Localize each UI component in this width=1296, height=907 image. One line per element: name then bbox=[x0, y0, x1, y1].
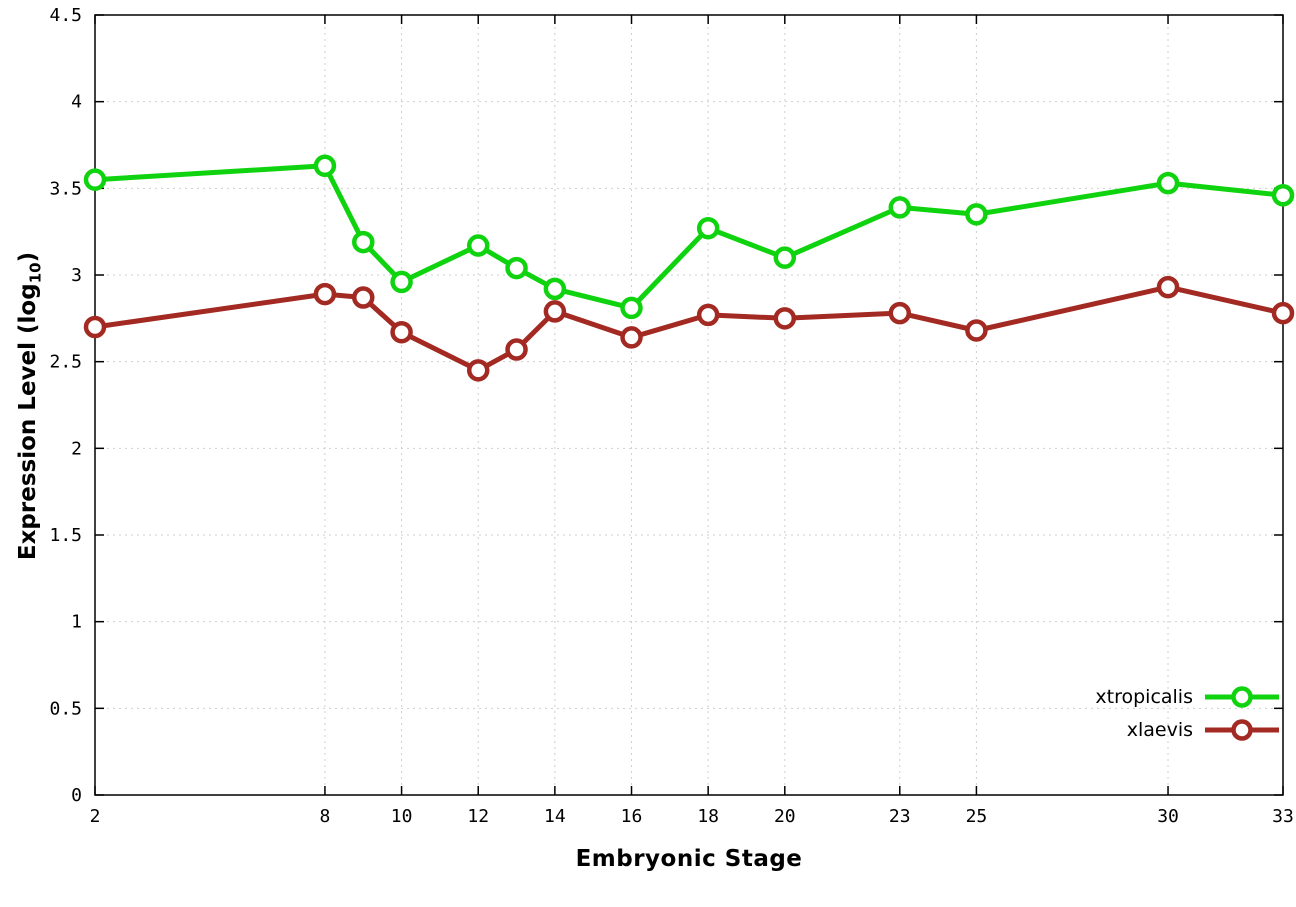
svg-text:4.5: 4.5 bbox=[49, 5, 82, 26]
legend-label-xtropicalis: xtropicalis bbox=[1095, 686, 1193, 708]
svg-text:20: 20 bbox=[774, 806, 796, 827]
svg-text:14: 14 bbox=[544, 806, 566, 827]
svg-text:30: 30 bbox=[1157, 806, 1179, 827]
svg-text:1: 1 bbox=[71, 612, 82, 633]
svg-text:18: 18 bbox=[697, 806, 719, 827]
svg-text:2: 2 bbox=[71, 438, 82, 459]
svg-text:16: 16 bbox=[621, 806, 643, 827]
svg-text:0: 0 bbox=[71, 785, 82, 806]
svg-text:2: 2 bbox=[90, 806, 101, 827]
y-axis-label: Expression Level (log10) bbox=[12, 156, 45, 656]
svg-text:12: 12 bbox=[467, 806, 489, 827]
svg-text:2.5: 2.5 bbox=[49, 352, 82, 373]
svg-text:25: 25 bbox=[966, 806, 988, 827]
x-axis-label: Embryonic Stage bbox=[575, 846, 803, 872]
y-axis-label-post: ) bbox=[15, 251, 41, 263]
svg-text:10: 10 bbox=[391, 806, 413, 827]
legend-sample-line-icon bbox=[1205, 686, 1279, 708]
svg-text:4: 4 bbox=[71, 92, 82, 113]
svg-text:33: 33 bbox=[1272, 806, 1294, 827]
legend: xtropicalis xlaevis bbox=[1095, 684, 1281, 743]
svg-text:3.5: 3.5 bbox=[49, 178, 82, 199]
svg-text:3: 3 bbox=[71, 265, 82, 286]
legend-label-xlaevis: xlaevis bbox=[1126, 719, 1193, 741]
svg-text:0.5: 0.5 bbox=[49, 698, 82, 719]
legend-sample-line-icon bbox=[1205, 719, 1279, 741]
y-axis-label-sub: 10 bbox=[26, 262, 45, 284]
svg-text:8: 8 bbox=[320, 806, 331, 827]
svg-text:1.5: 1.5 bbox=[49, 525, 82, 546]
legend-item-xtropicalis: xtropicalis bbox=[1095, 684, 1281, 710]
y-axis-label-pre: Expression Level (log bbox=[15, 283, 41, 561]
svg-text:23: 23 bbox=[889, 806, 911, 827]
legend-item-xlaevis: xlaevis bbox=[1127, 717, 1281, 743]
